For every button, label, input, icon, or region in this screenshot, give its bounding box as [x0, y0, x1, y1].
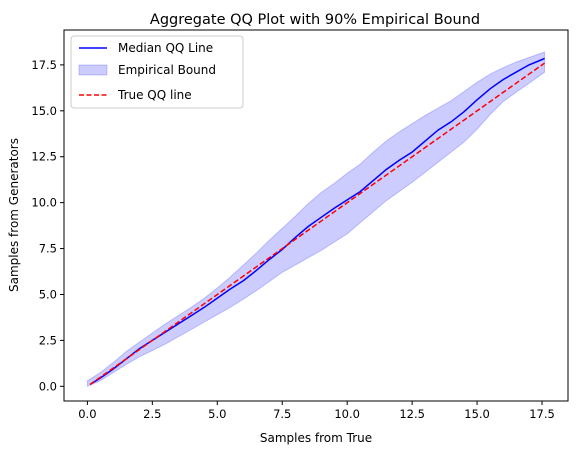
legend-band-label: Empirical Bound — [118, 63, 216, 77]
plot-area — [63, 29, 569, 402]
y-tick-label: 0.0 — [39, 379, 57, 393]
x-tick-label: 17.5 — [529, 407, 555, 421]
y-tick-label: 12.5 — [31, 150, 57, 164]
true-qq-series-line — [89, 62, 546, 386]
empirical-bound-area — [86, 51, 546, 388]
x-axis-label: Samples from True — [260, 431, 372, 445]
y-axis-label: Samples from Generators — [7, 138, 21, 292]
chart-title: Aggregate QQ Plot with 90% Empirical Bou… — [150, 12, 480, 28]
x-tick-label: 10.0 — [334, 407, 360, 421]
plot-frame — [63, 29, 569, 402]
legend: Median QQ Line Empirical Bound True QQ l… — [70, 35, 244, 109]
y-tick-label: 17.5 — [31, 58, 57, 72]
y-tick-label: 2.5 — [39, 333, 57, 347]
x-tick-label: 7.5 — [273, 407, 291, 421]
x-tick-label: 12.5 — [399, 407, 425, 421]
y-tick-label: 5.0 — [39, 287, 57, 301]
legend-median-label: Median QQ Line — [118, 41, 213, 55]
legend-true-label: True QQ line — [117, 88, 192, 102]
x-tick-label: 5.0 — [208, 407, 226, 421]
y-tick-label: 10.0 — [31, 196, 57, 210]
x-tick-label: 0.0 — [78, 407, 96, 421]
x-tick-label: 2.5 — [143, 407, 161, 421]
y-axis: 0.0 2.5 5.0 7.5 10.0 12.5 15.0 17.5 — [31, 58, 64, 393]
x-axis: 0.0 2.5 5.0 7.5 10.0 12.5 15.0 17.5 — [78, 401, 555, 421]
x-tick-label: 15.0 — [464, 407, 490, 421]
true-qq-line — [89, 62, 546, 386]
y-tick-label: 7.5 — [39, 242, 57, 256]
legend-band-swatch — [78, 64, 108, 76]
y-tick-label: 15.0 — [31, 104, 57, 118]
legend-box — [70, 35, 244, 109]
empirical-bound-band — [86, 51, 546, 388]
